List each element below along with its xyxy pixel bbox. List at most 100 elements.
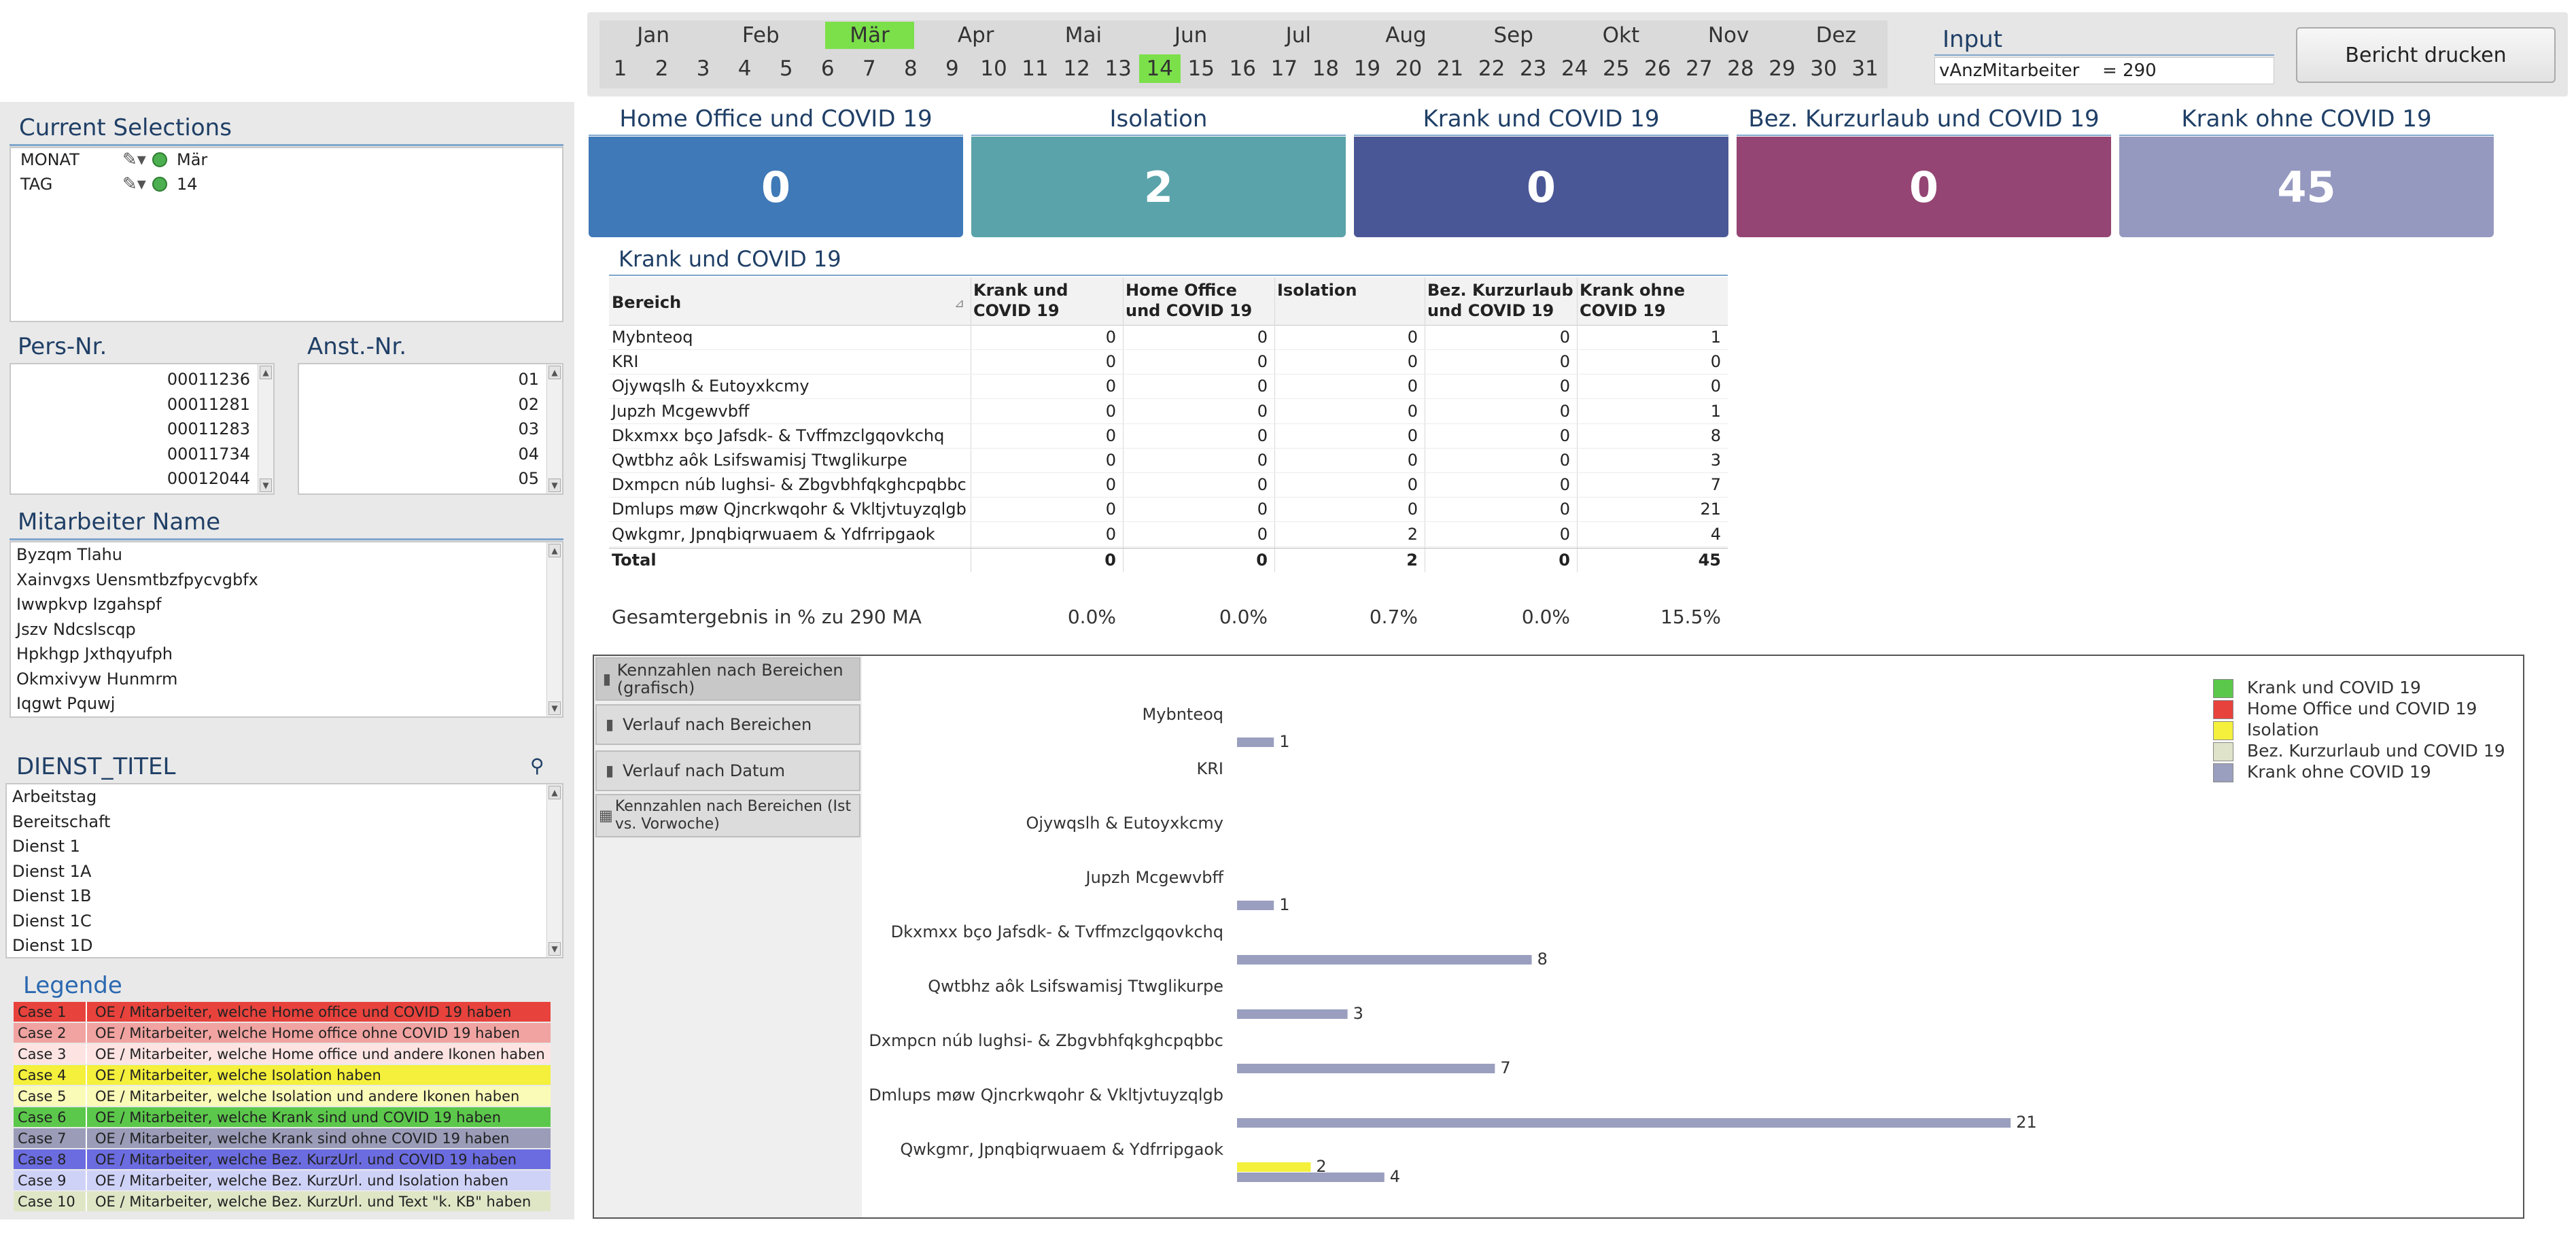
day-6[interactable]: 6 (820, 56, 835, 81)
mitarbeiter-listbox[interactable]: Byzqm Tlahu Xainvgxs Uensmtbzfpycvgbfx I… (10, 541, 563, 718)
bar-4-6[interactable] (1237, 1064, 1495, 1073)
sort-icon[interactable]: ⊿ (954, 296, 965, 311)
table-row[interactable] (609, 399, 1728, 424)
scroll-down-icon[interactable]: ▼ (549, 701, 561, 715)
scrollbar[interactable]: ▲ ▼ (546, 542, 562, 716)
column-header[interactable]: Krank ohne COVID 19 (1580, 281, 1685, 320)
dienst-listbox[interactable]: Arbeitstag Bereitschaft Dienst 1 Dienst … (5, 783, 563, 958)
table-row[interactable] (609, 374, 1728, 400)
bar-4-3[interactable] (1237, 901, 1274, 910)
list-item[interactable]: 00012044 (167, 469, 250, 488)
list-item[interactable]: 03 (518, 419, 539, 438)
list-item[interactable]: Jszv Ndcslscqp (16, 619, 136, 639)
day-21[interactable]: 21 (1436, 56, 1464, 81)
column-header[interactable]: Home Office und COVID 19 (1126, 281, 1253, 320)
month-4[interactable]: Apr (957, 23, 994, 48)
table-row[interactable] (609, 423, 1728, 449)
list-item[interactable]: Byzqm Tlahu (16, 545, 122, 564)
list-item[interactable]: Dienst 1C (12, 911, 92, 931)
month-2[interactable]: Feb (742, 23, 780, 48)
day-9[interactable]: 9 (945, 56, 959, 81)
kpi-value-box[interactable]: 0 (1354, 137, 1728, 237)
chart-tab-1[interactable]: ▮ Kennzahlen nach Bereichen (grafisch) (595, 657, 860, 701)
anst-nr-listbox[interactable]: 01 02 03 04 05 ▲ ▼ (298, 363, 563, 495)
day-24[interactable]: 24 (1561, 56, 1588, 81)
pen-dropdown-icon[interactable]: ✎▾ (122, 174, 146, 194)
chart-tab-2[interactable]: ▮ Verlauf nach Bereichen (595, 704, 860, 745)
day-2[interactable]: 2 (655, 56, 669, 81)
month-5[interactable]: Mai (1064, 23, 1102, 48)
search-icon[interactable]: ⚲ (530, 754, 544, 777)
kpi-value-box[interactable]: 2 (971, 137, 1346, 237)
list-item[interactable]: Dienst 1D (12, 936, 93, 955)
print-report-button[interactable]: Bericht drucken (2296, 27, 2556, 83)
day-1[interactable]: 1 (613, 56, 627, 81)
day-15[interactable]: 15 (1187, 56, 1215, 81)
list-item[interactable]: 00011236 (167, 370, 250, 389)
day-26[interactable]: 26 (1644, 56, 1671, 81)
day-3[interactable]: 3 (696, 56, 710, 81)
column-header[interactable]: Bereich (612, 293, 682, 312)
list-item[interactable]: Dienst 1A (12, 861, 92, 881)
day-28[interactable]: 28 (1727, 56, 1754, 81)
kpi-value-box[interactable]: 0 (589, 137, 963, 237)
table-row[interactable] (609, 522, 1728, 547)
scroll-up-icon[interactable]: ▲ (549, 544, 561, 557)
scroll-down-icon[interactable]: ▼ (549, 479, 561, 492)
bar-4-0[interactable] (1237, 737, 1274, 747)
scroll-down-icon[interactable]: ▼ (549, 942, 561, 956)
day-20[interactable]: 20 (1395, 56, 1423, 81)
day-12[interactable]: 12 (1063, 56, 1090, 81)
list-item[interactable]: 00011283 (167, 419, 250, 438)
scrollbar[interactable]: ▲ ▼ (546, 364, 562, 493)
month-12[interactable]: Dez (1815, 23, 1856, 48)
day-7[interactable]: 7 (862, 56, 876, 81)
selection-row-monat[interactable]: MONAT ✎▾ Mär (20, 148, 207, 171)
list-item[interactable]: 00011734 (167, 444, 250, 464)
bar-4-8[interactable] (1237, 1173, 1385, 1182)
day-23[interactable]: 23 (1519, 56, 1547, 81)
list-item[interactable]: Xainvgxs Uensmtbzfpycvgbfx (16, 570, 258, 589)
month-3[interactable]: Mär (825, 22, 914, 49)
list-item[interactable]: 04 (518, 444, 539, 464)
scroll-up-icon[interactable]: ▲ (260, 366, 272, 379)
chart-tab-4[interactable]: ▦ Kennzahlen nach Bereichen (Ist vs. Vorw… (595, 794, 860, 837)
chart-tab-3[interactable]: ▮ Verlauf nach Datum (595, 750, 860, 791)
list-item[interactable]: Okmxivyw Hunmrm (16, 669, 178, 689)
list-item[interactable]: 02 (518, 394, 539, 414)
bar-4-7[interactable] (1237, 1118, 2011, 1128)
table-row[interactable] (609, 472, 1728, 498)
month-9[interactable]: Sep (1493, 23, 1533, 48)
list-item[interactable]: Arbeitstag (12, 787, 97, 806)
day-18[interactable]: 18 (1312, 56, 1340, 81)
day-19[interactable]: 19 (1353, 56, 1381, 81)
month-1[interactable]: Jan (637, 23, 669, 48)
list-item[interactable]: Dienst 1B (12, 886, 92, 905)
day-11[interactable]: 11 (1022, 56, 1049, 81)
list-item[interactable]: 05 (518, 469, 539, 488)
day-10[interactable]: 10 (980, 56, 1007, 81)
input-var-value[interactable]: = 290 (2102, 60, 2157, 81)
scroll-down-icon[interactable]: ▼ (260, 479, 272, 492)
table-row[interactable] (609, 325, 1728, 350)
selection-row-tag[interactable]: TAG ✎▾ 14 (20, 173, 198, 196)
day-8[interactable]: 8 (904, 56, 918, 81)
list-item[interactable]: Hpkhgp Jxthqyufph (16, 644, 173, 663)
scrollbar[interactable]: ▲ ▼ (546, 784, 562, 957)
list-item[interactable]: Iqgwt Pquwj (16, 694, 116, 713)
day-31[interactable]: 31 (1851, 56, 1879, 81)
bar-4-4[interactable] (1237, 955, 1532, 965)
list-item[interactable]: Iwwpkvp Izgahspf (16, 595, 162, 614)
month-8[interactable]: Aug (1385, 23, 1427, 48)
bar-4-5[interactable] (1237, 1009, 1348, 1019)
day-25[interactable]: 25 (1602, 56, 1630, 81)
column-header[interactable]: Bez. Kurzurlaub und COVID 19 (1427, 281, 1573, 320)
day-4[interactable]: 4 (737, 56, 752, 81)
scroll-up-icon[interactable]: ▲ (549, 786, 561, 799)
table-row[interactable] (609, 349, 1728, 375)
table-row[interactable] (609, 448, 1728, 473)
pen-dropdown-icon[interactable]: ✎▾ (122, 150, 146, 170)
month-6[interactable]: Jun (1174, 23, 1208, 48)
list-item[interactable]: 00011281 (167, 394, 250, 414)
list-item[interactable]: 01 (518, 370, 539, 389)
